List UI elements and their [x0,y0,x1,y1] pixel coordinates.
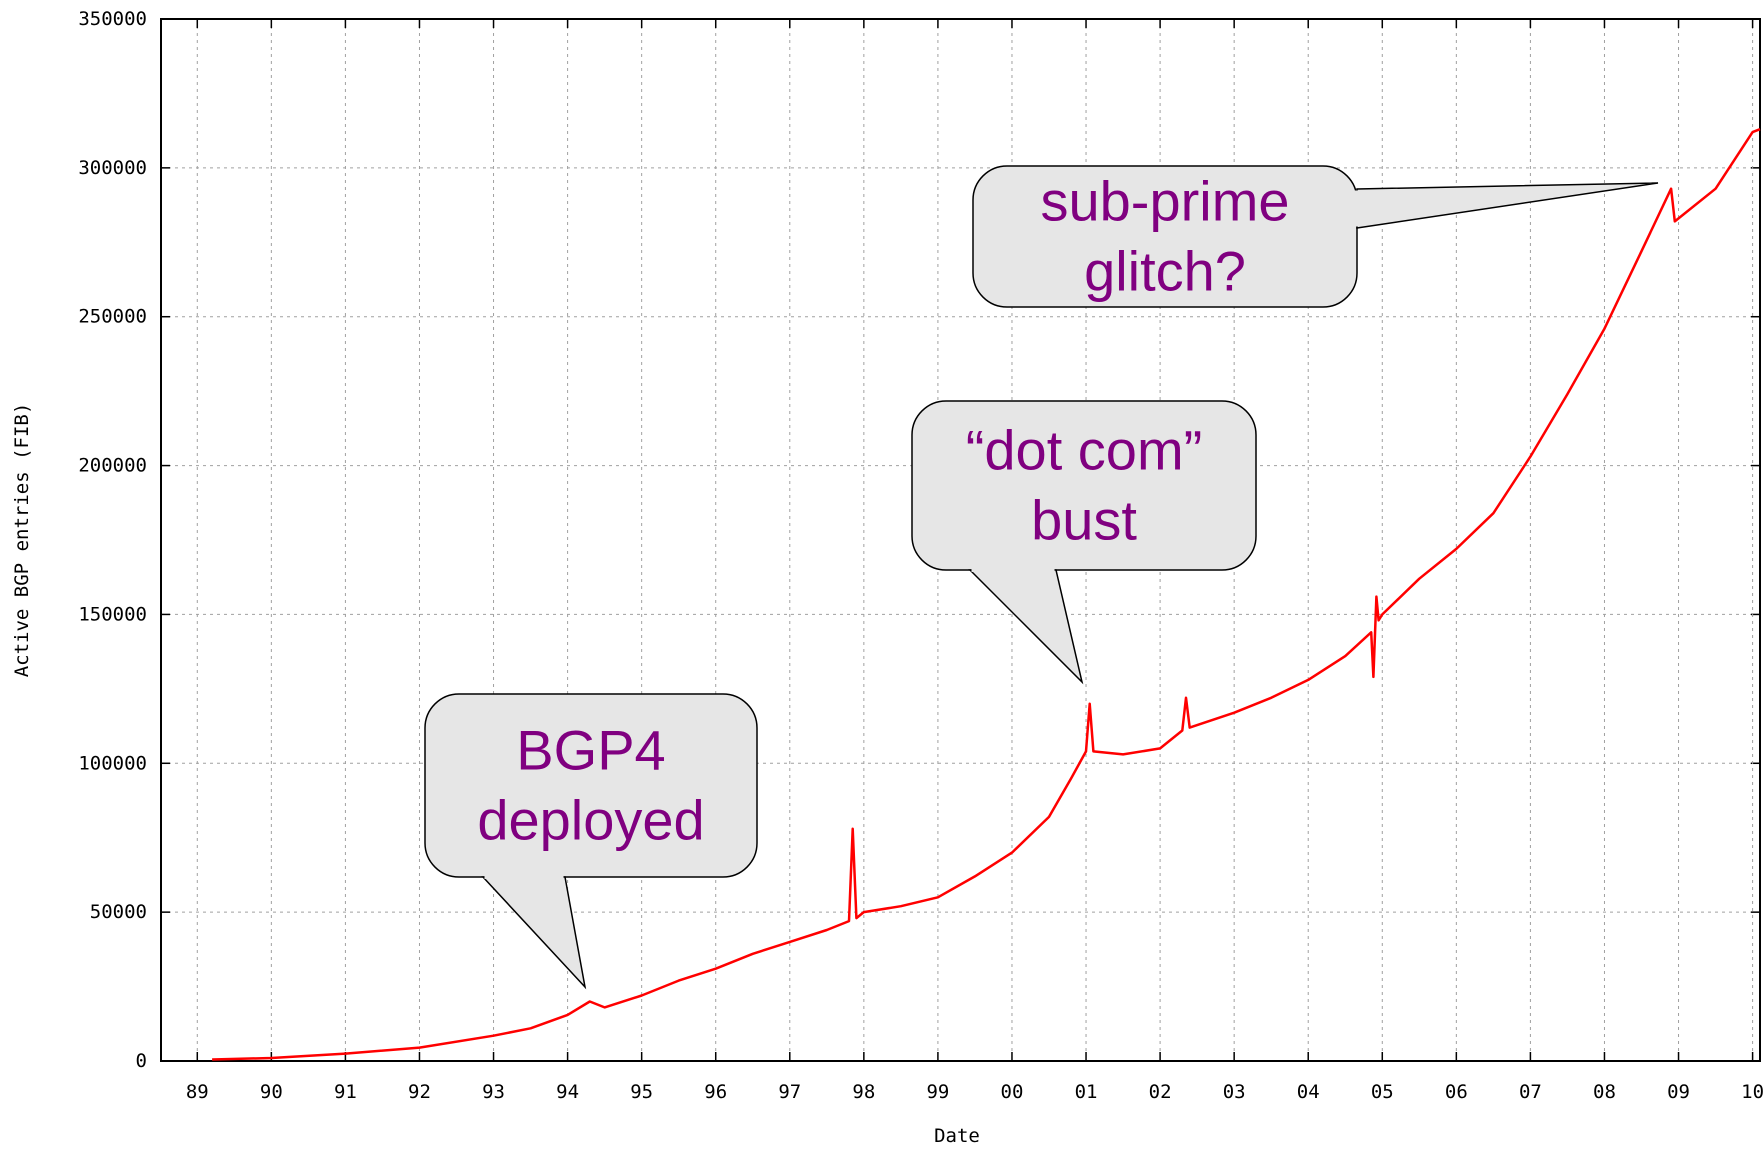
plot-frame [160,18,1761,1062]
callout-text: bust [1031,489,1137,552]
x-tick-label: 04 [1297,1081,1320,1103]
callout-text: BGP4 [516,719,665,782]
callout-text: “dot com” [966,419,1203,482]
y-tick-label: 50000 [90,901,147,923]
callout-text: glitch? [1084,240,1246,303]
x-tick-label: 01 [1075,1081,1098,1103]
x-tick-label: 98 [852,1081,875,1103]
x-axis-label: Date [934,1125,980,1147]
callout-box [972,165,1358,308]
x-tick-label: 99 [926,1081,949,1103]
y-tick-label: 150000 [78,603,147,625]
x-tick-label: 02 [1149,1081,1172,1103]
y-tick-label: 300000 [78,157,147,179]
x-tick-label: 89 [186,1081,209,1103]
x-tick-label: 97 [778,1081,801,1103]
x-tick-label: 92 [408,1081,431,1103]
x-tick-label: 06 [1445,1081,1468,1103]
y-tick-label: 100000 [78,752,147,774]
y-tick-label: 250000 [78,306,147,328]
x-tick-label: 95 [630,1081,653,1103]
x-tick-label: 90 [260,1081,283,1103]
y-tick-label: 350000 [78,8,147,30]
x-tick-label: 00 [1001,1081,1024,1103]
callout-pointer [1356,182,1659,229]
x-tick-label: 07 [1519,1081,1542,1103]
callout-box [911,400,1257,571]
y-axis-label: Active BGP entries (FIB) [11,403,33,678]
x-tick-label: 05 [1371,1081,1394,1103]
y-tick-label: 200000 [78,455,147,477]
callout-text: deployed [477,789,704,852]
x-tick-label: 09 [1667,1081,1690,1103]
x-tick-label: 03 [1223,1081,1246,1103]
x-tick-label: 10 [1741,1081,1763,1103]
callout-text: sub-prime [1041,170,1290,233]
callout-pointer [481,876,587,990]
data-line [212,128,1761,1061]
x-tick-label: 96 [704,1081,727,1103]
x-tick-label: 91 [334,1081,357,1103]
y-tick-label: 0 [136,1050,147,1072]
callout-box [424,693,758,878]
x-tick-label: 94 [556,1081,579,1103]
x-tick-label: 93 [482,1081,505,1103]
x-tick-label: 08 [1593,1081,1616,1103]
callout-pointer [968,569,1084,685]
